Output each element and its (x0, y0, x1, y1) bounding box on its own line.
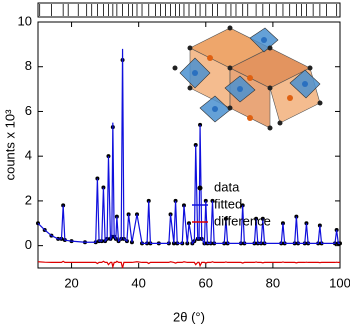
difference-line (37, 260, 340, 270)
bragg-strip (37, 2, 341, 18)
y-tick-label: 6 (25, 103, 32, 118)
y-tick-label: 8 (25, 58, 32, 73)
legend-label: data (214, 179, 240, 194)
x-tick-label: 60 (199, 275, 213, 290)
legend-label: fitted (214, 196, 242, 211)
crystal-inset (172, 25, 323, 131)
x-tick-label: 40 (131, 275, 145, 290)
y-tick-label: 10 (18, 13, 32, 28)
legend-label: difference (214, 213, 271, 228)
y-tick-label: 0 (25, 237, 32, 252)
x-tick-label: 100 (329, 275, 350, 290)
x-tick-label: 80 (266, 275, 280, 290)
legend-swatch (197, 185, 203, 191)
y-tick-label: 2 (25, 192, 32, 207)
y-axis-label: counts x 10³ (2, 109, 17, 180)
y-tick-label: 4 (25, 148, 32, 163)
x-tick-label: 20 (64, 275, 78, 290)
x-axis-label: 2θ (°) (173, 309, 205, 324)
fitted-line (37, 48, 340, 246)
plot-frame (37, 21, 341, 269)
